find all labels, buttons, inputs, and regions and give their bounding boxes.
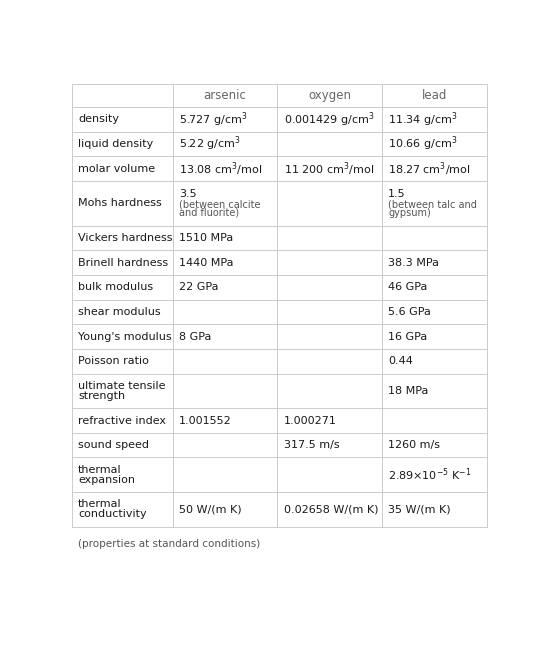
Text: 0.02658 W/(m K): 0.02658 W/(m K) xyxy=(283,504,378,515)
Text: strength: strength xyxy=(78,391,125,401)
Text: lead: lead xyxy=(422,89,447,102)
Text: gypsum): gypsum) xyxy=(388,208,431,218)
Text: 38.3 MPa: 38.3 MPa xyxy=(388,258,439,267)
Text: Poisson ratio: Poisson ratio xyxy=(78,356,149,366)
Text: 18.27 cm$^3$/mol: 18.27 cm$^3$/mol xyxy=(388,160,471,178)
Text: sound speed: sound speed xyxy=(78,440,149,450)
Text: 0.001429 g/cm$^3$: 0.001429 g/cm$^3$ xyxy=(283,110,374,129)
Text: 8 GPa: 8 GPa xyxy=(179,332,211,341)
Text: Brinell hardness: Brinell hardness xyxy=(78,258,168,267)
Text: 18 MPa: 18 MPa xyxy=(388,386,428,396)
Text: 3.5: 3.5 xyxy=(179,189,197,199)
Text: ultimate tensile: ultimate tensile xyxy=(78,381,166,391)
Text: 317.5 m/s: 317.5 m/s xyxy=(283,440,339,450)
Text: 0.44: 0.44 xyxy=(388,356,413,366)
Text: 46 GPa: 46 GPa xyxy=(388,282,428,292)
Text: density: density xyxy=(78,114,119,125)
Text: (properties at standard conditions): (properties at standard conditions) xyxy=(78,539,261,549)
Text: thermal: thermal xyxy=(78,500,122,509)
Text: 2.89×10$^{-5}$ K$^{-1}$: 2.89×10$^{-5}$ K$^{-1}$ xyxy=(388,467,472,483)
Text: 11.34 g/cm$^3$: 11.34 g/cm$^3$ xyxy=(388,110,458,129)
Text: oxygen: oxygen xyxy=(308,89,351,102)
Text: Mohs hardness: Mohs hardness xyxy=(78,199,162,208)
Text: conductivity: conductivity xyxy=(78,509,147,519)
Text: Young's modulus: Young's modulus xyxy=(78,332,172,341)
Text: 11 200 cm$^3$/mol: 11 200 cm$^3$/mol xyxy=(283,160,374,178)
Text: (between talc and: (between talc and xyxy=(388,199,477,210)
Text: 22 GPa: 22 GPa xyxy=(179,282,219,292)
Text: 5.6 GPa: 5.6 GPa xyxy=(388,307,431,317)
Text: liquid density: liquid density xyxy=(78,139,154,149)
Text: 1510 MPa: 1510 MPa xyxy=(179,233,233,243)
Text: 5.22 g/cm$^3$: 5.22 g/cm$^3$ xyxy=(179,135,241,153)
Text: 1.5: 1.5 xyxy=(388,189,406,199)
Text: 1.001552: 1.001552 xyxy=(179,415,232,426)
Text: molar volume: molar volume xyxy=(78,164,155,174)
Text: 35 W/(m K): 35 W/(m K) xyxy=(388,504,451,515)
Text: 1.000271: 1.000271 xyxy=(283,415,336,426)
Text: and fluorite): and fluorite) xyxy=(179,208,239,218)
Text: thermal: thermal xyxy=(78,465,122,475)
Text: 5.727 g/cm$^3$: 5.727 g/cm$^3$ xyxy=(179,110,247,129)
Text: 10.66 g/cm$^3$: 10.66 g/cm$^3$ xyxy=(388,135,458,153)
Text: shear modulus: shear modulus xyxy=(78,307,161,317)
Text: expansion: expansion xyxy=(78,475,135,485)
Text: 13.08 cm$^3$/mol: 13.08 cm$^3$/mol xyxy=(179,160,262,178)
Text: 1260 m/s: 1260 m/s xyxy=(388,440,440,450)
Text: arsenic: arsenic xyxy=(204,89,246,102)
Text: (between calcite: (between calcite xyxy=(179,199,261,210)
Text: 16 GPa: 16 GPa xyxy=(388,332,427,341)
Text: Vickers hardness: Vickers hardness xyxy=(78,233,173,243)
Text: 1440 MPa: 1440 MPa xyxy=(179,258,233,267)
Text: refractive index: refractive index xyxy=(78,415,166,426)
Text: bulk modulus: bulk modulus xyxy=(78,282,153,292)
Text: 50 W/(m K): 50 W/(m K) xyxy=(179,504,241,515)
